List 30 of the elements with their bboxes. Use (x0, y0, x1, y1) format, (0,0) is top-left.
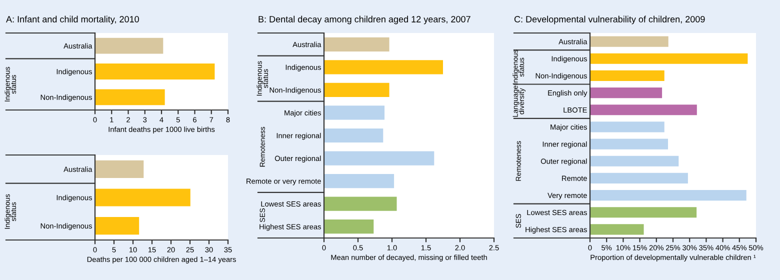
bar (590, 138, 668, 150)
bar (95, 188, 190, 206)
bar (590, 190, 746, 201)
bar (590, 224, 644, 235)
bar (590, 156, 679, 166)
bar (590, 87, 662, 98)
bar (590, 104, 697, 116)
bar (324, 106, 385, 120)
chart-title: A: Infant and child mortality, 2010 (6, 16, 139, 24)
bar (590, 122, 664, 132)
bar (324, 220, 374, 234)
bar (95, 160, 144, 178)
chart-title: B: Dental decay among children aged 12 years, 2007 (258, 16, 470, 24)
bar (324, 82, 390, 98)
bar (95, 64, 215, 80)
bar (590, 53, 748, 64)
bar (324, 60, 443, 74)
bar (590, 207, 697, 218)
bar (590, 70, 664, 82)
bar (324, 196, 397, 211)
bar (324, 37, 390, 52)
bar (324, 128, 384, 143)
bar (590, 172, 688, 184)
bar (95, 217, 140, 235)
bar (590, 36, 668, 47)
chart-title: C: Developmental vulnerability of children, 2009 (514, 16, 705, 24)
bar (324, 151, 434, 166)
bar (324, 174, 394, 188)
bar (95, 89, 165, 106)
bar (95, 38, 164, 54)
